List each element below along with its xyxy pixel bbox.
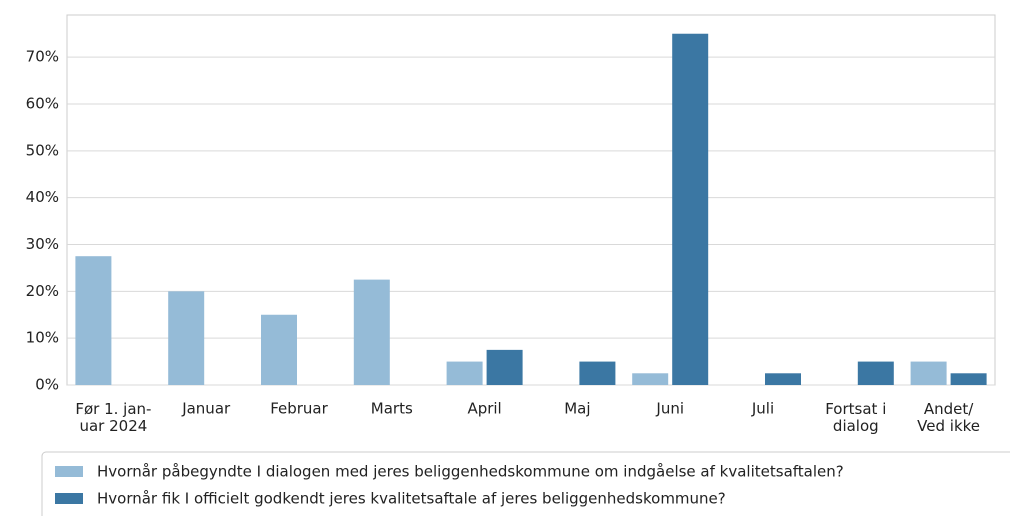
bar — [486, 349, 523, 385]
bar — [261, 314, 297, 385]
bar — [579, 361, 616, 385]
x-tick-label: Andet/Ved ikke — [917, 400, 980, 435]
bar — [857, 361, 894, 385]
y-tick-label: 60% — [26, 94, 59, 112]
legend-swatch — [55, 493, 83, 504]
y-tick-label: 30% — [26, 235, 59, 253]
legend-label: Hvornår påbegyndte I dialogen med jeres … — [97, 463, 844, 481]
x-tick-label: Februar — [270, 400, 328, 418]
x-tick-label: Juli — [751, 400, 774, 418]
x-tick-label: April — [467, 400, 501, 418]
legend-box — [41, 451, 1010, 516]
x-tick-label: Januar — [181, 400, 231, 418]
bar — [632, 373, 669, 385]
bar — [910, 361, 947, 385]
x-tick-label: Maj — [564, 400, 590, 418]
y-tick-label: 10% — [26, 329, 59, 347]
y-tick-label: 0% — [35, 376, 59, 394]
plot-frame — [66, 14, 996, 386]
bar — [446, 361, 483, 385]
bar — [672, 33, 709, 385]
x-tick-label: Før 1. jan-uar 2024 — [75, 400, 151, 435]
x-tick-label: Fortsat i dialog — [825, 400, 886, 435]
legend-label: Hvornår fik I officielt godkendt jeres k… — [97, 490, 726, 508]
y-tick-label: 40% — [26, 188, 59, 206]
y-tick-label: 20% — [26, 282, 59, 300]
bar — [950, 373, 987, 385]
bar — [168, 291, 205, 385]
bar — [353, 279, 390, 385]
y-tick-label: 50% — [26, 141, 59, 159]
x-tick-label: Juni — [655, 400, 684, 418]
legend-swatch — [55, 466, 83, 477]
bar — [765, 373, 801, 385]
bar — [75, 256, 112, 385]
x-tick-label: Marts — [371, 400, 413, 418]
y-tick-label: 70% — [26, 48, 59, 66]
